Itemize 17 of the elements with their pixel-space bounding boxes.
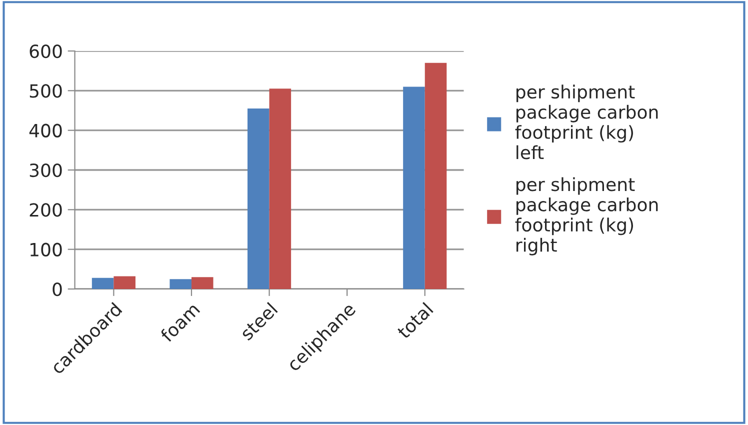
bar: [170, 279, 192, 289]
legend-label: per shipment package carbon footprint (kg) left: [515, 84, 658, 160]
bar: [191, 277, 214, 289]
y-tick-label: 400: [29, 124, 62, 138]
y-tick-label: 500: [30, 84, 62, 98]
y-tick-label: 0: [52, 282, 62, 296]
bar: [269, 88, 292, 289]
y-tick-label: 300: [30, 163, 62, 178]
bar: [424, 62, 447, 289]
y-tick-label: 200: [30, 203, 62, 217]
y-tick-label: 100: [30, 242, 62, 256]
bar: [248, 108, 270, 289]
bar: [403, 86, 425, 289]
bar: [114, 276, 136, 289]
legend-label: per shipment package carbon footprint (kg) right: [515, 177, 658, 256]
y-tick-label: 600: [30, 44, 62, 58]
bar: [92, 278, 114, 289]
